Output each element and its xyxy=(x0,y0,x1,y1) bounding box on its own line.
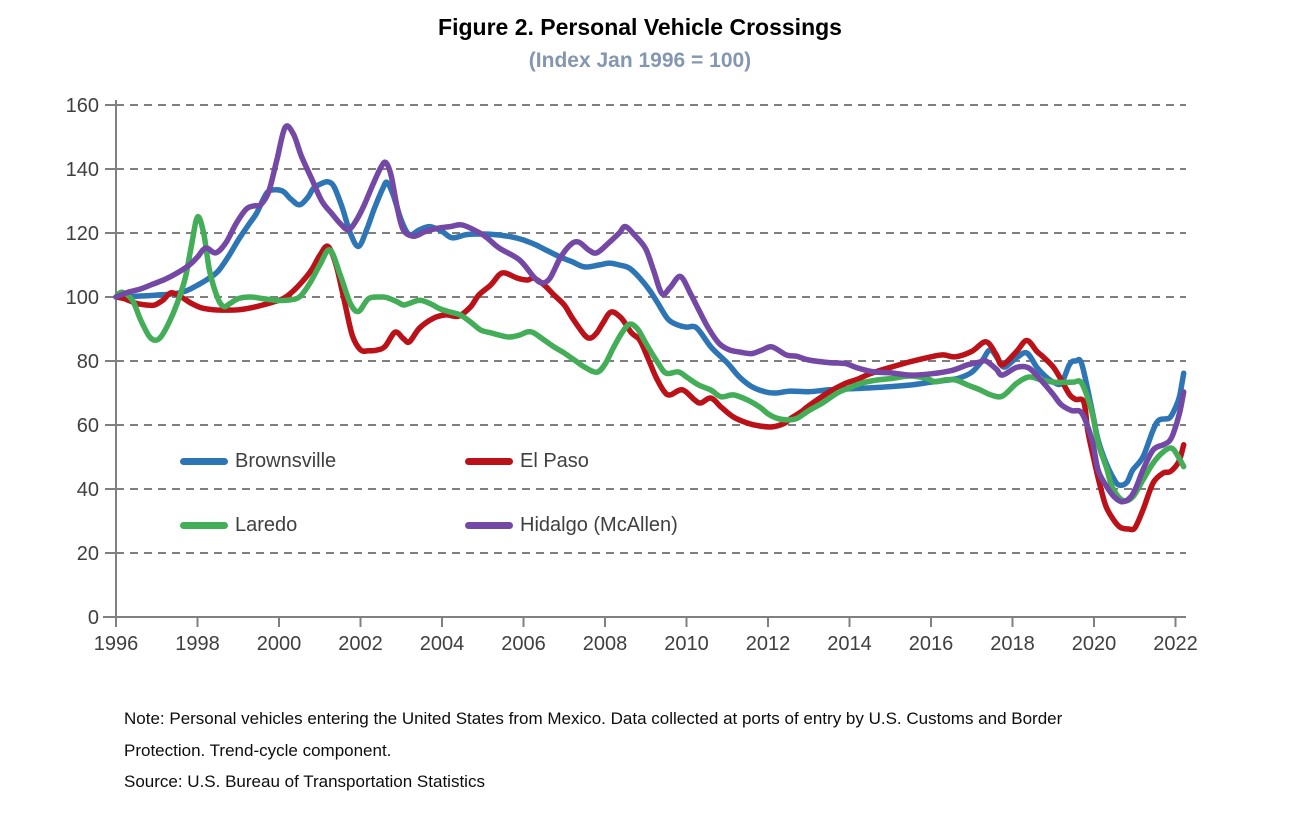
x-tick-label: 2020 xyxy=(1072,633,1117,655)
legend-swatch-el-paso xyxy=(465,457,513,465)
y-tick-label: 0 xyxy=(88,607,99,629)
x-tick-label: 2010 xyxy=(664,633,709,655)
x-tick-label: 2018 xyxy=(990,633,1035,655)
series-line-laredo xyxy=(113,213,1187,504)
x-tick-label: 1998 xyxy=(175,633,220,655)
x-tick-label: 2016 xyxy=(909,633,954,655)
legend-label-brownsville: Brownsville xyxy=(235,449,337,472)
chart-subtitle: (Index Jan 1996 = 100) xyxy=(528,49,752,72)
x-tick-label: 2022 xyxy=(1153,633,1198,655)
x-tick-label: 2006 xyxy=(501,633,546,655)
legend-swatch-hidalgo-mcallen xyxy=(465,521,513,529)
legend-swatch-brownsville xyxy=(180,457,228,465)
y-tick-label: 20 xyxy=(77,543,99,565)
legend-label-laredo: Laredo xyxy=(235,513,298,536)
legend-item-el-paso: El Paso xyxy=(465,448,589,474)
y-tick-label: 120 xyxy=(66,223,99,245)
series-line-el-paso xyxy=(113,243,1187,533)
series-line-brownsville xyxy=(113,178,1187,489)
y-tick-label: 100 xyxy=(66,287,99,309)
x-tick-label: 2002 xyxy=(338,633,383,655)
chart-canvas: 0 20 40 60 80 100 120 140 160 1996 1998 2000 2002 200… xyxy=(66,95,1198,655)
y-tick-label: 160 xyxy=(66,95,99,117)
note-line-1: Note: Personal vehicles entering the Uni… xyxy=(124,709,1063,728)
x-tick-label: 2008 xyxy=(583,633,628,655)
legend-item-hidalgo-mcallen: Hidalgo (McAllen) xyxy=(465,512,678,538)
note-line-2: Protection. Trend-cycle component. xyxy=(124,740,392,760)
source-line: Source: U.S. Bureau of Transportation St… xyxy=(124,772,485,791)
x-tick-label: 2000 xyxy=(257,633,302,655)
x-tick-label: 1996 xyxy=(94,633,139,655)
legend-swatch-laredo xyxy=(180,521,228,529)
x-tick-label: 2004 xyxy=(420,633,465,655)
legend-label-el-paso: El Paso xyxy=(520,449,589,472)
chart-title: Figure 2. Personal Vehicle Crossings xyxy=(438,14,842,40)
legend-item-laredo: Laredo xyxy=(180,512,297,538)
series-line-hidalgo-mcallen xyxy=(113,123,1187,505)
x-tick-label: 2012 xyxy=(746,633,791,655)
legend-item-brownsville: Brownsville xyxy=(180,448,336,474)
legend-label-hidalgo-mcallen: Hidalgo (McAllen) xyxy=(520,513,678,536)
y-tick-label: 140 xyxy=(66,159,99,181)
x-tick-label: 2014 xyxy=(827,633,872,655)
y-tick-label: 60 xyxy=(77,415,99,437)
footnote: Note: Personal vehicles entering the Uni… xyxy=(124,703,1244,798)
y-tick-label: 40 xyxy=(77,479,99,501)
y-tick-label: 80 xyxy=(77,351,99,373)
